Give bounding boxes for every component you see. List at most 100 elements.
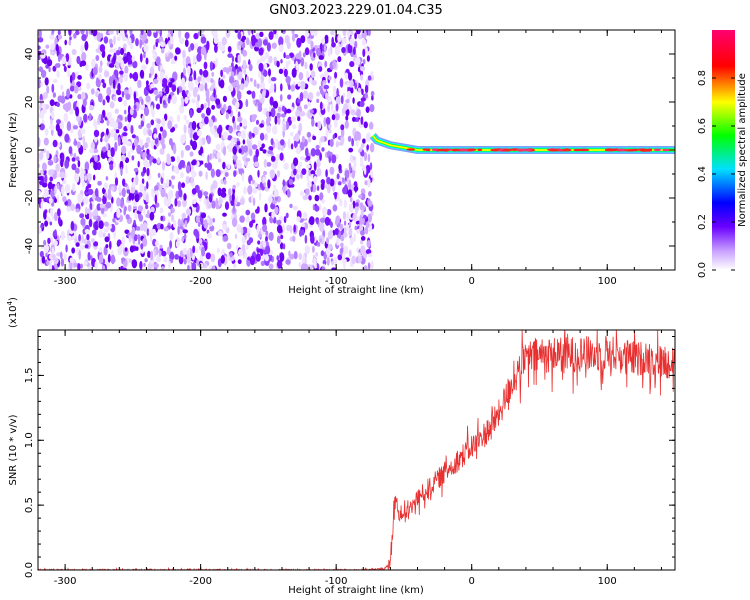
noise-blob [199,83,205,92]
noise-blob [356,108,361,118]
noise-blob [196,160,200,167]
noise-blob [265,110,270,118]
noise-blob [340,242,344,248]
noise-blob [161,161,166,171]
noise-blob [360,66,366,72]
noise-blob [231,217,238,228]
noise-blob [370,260,374,270]
noise-blob [285,60,289,69]
noise-blob [38,190,41,196]
noise-blob [282,179,286,187]
noise-blob [69,36,72,41]
noise-blob [176,87,180,95]
noise-blob [47,159,54,166]
noise-blob [220,107,225,115]
noise-blob [156,118,161,125]
noise-blob [178,188,183,198]
x-tick-label: 100 [598,276,617,287]
noise-blob [71,163,77,171]
noise-blob [363,121,368,129]
noise-blob [364,84,369,94]
noise-blob [74,173,80,184]
noise-blob [89,202,93,211]
noise-blob [142,127,148,136]
noise-blob [49,99,55,107]
noise-blob [63,65,67,72]
noise-blob [259,82,266,90]
colorbar-label: Normalized spectral amplitude [737,73,748,227]
noise-blob [109,48,115,53]
noise-blob [285,54,291,60]
noise-blob [231,62,234,68]
noise-blob [203,191,209,196]
noise-blob [230,200,235,206]
noise-blob [205,107,211,116]
noise-blob [359,155,364,164]
noise-blob [142,192,146,197]
noise-blob [287,84,291,91]
noise-blob [136,144,142,155]
noise-blob [232,155,238,160]
noise-blob [47,181,53,190]
noise-blob [276,255,280,261]
noise-blob [176,114,181,122]
noise-blob [143,52,146,59]
noise-blob [263,181,266,187]
noise-blob [239,83,245,91]
noise-blob [117,96,123,103]
noise-blob [251,90,256,99]
noise-blob [217,187,222,197]
noise-blob [328,123,332,129]
noise-blob [364,226,369,235]
noise-blob [310,40,314,50]
noise-blob [190,139,193,147]
noise-blob [342,211,347,221]
noise-blob [210,168,215,178]
noise-blob [95,78,101,88]
noise-blob [112,217,117,223]
noise-blob [220,69,224,78]
noise-blob [40,201,44,210]
noise-blob [217,267,223,270]
noise-blob [257,240,261,245]
noise-blob [367,214,372,222]
noise-blob [133,219,136,227]
noise-blob [92,148,99,154]
noise-blob [348,227,353,237]
noise-blob [206,40,210,51]
noise-blob [169,251,175,261]
noise-blob [285,212,289,219]
noise-blob [144,142,149,149]
noise-blob [138,192,143,198]
noise-blob [334,192,337,200]
noise-blob [202,69,209,78]
noise-blob [331,36,335,46]
noise-blob [282,123,287,133]
x-tick-label: 100 [598,576,617,587]
noise-blob [305,70,309,81]
noise-blob [306,180,312,188]
noise-blob [212,32,219,40]
figure-title: GN03.2023.229.01.04.C35 [269,3,443,18]
noise-blob [66,235,73,242]
colorbar-tick-label: 0.8 [697,70,708,86]
noise-blob [168,212,172,217]
noise-blob [188,75,193,83]
noise-blob [332,204,338,212]
noise-blob [64,39,67,46]
noise-blob [78,249,81,260]
noise-blob [196,53,202,62]
noise-blob [313,258,317,263]
noise-blob [221,187,227,193]
noise-blob [283,162,289,170]
noise-blob [180,171,184,179]
noise-blob [243,80,249,88]
noise-blob [73,262,79,268]
noise-blob [227,53,233,58]
noise-blob [196,107,202,114]
noise-blob [354,131,361,141]
noise-blob [250,212,256,220]
noise-blob [163,227,169,232]
noise-blob [89,147,94,154]
noise-blob [300,263,307,270]
